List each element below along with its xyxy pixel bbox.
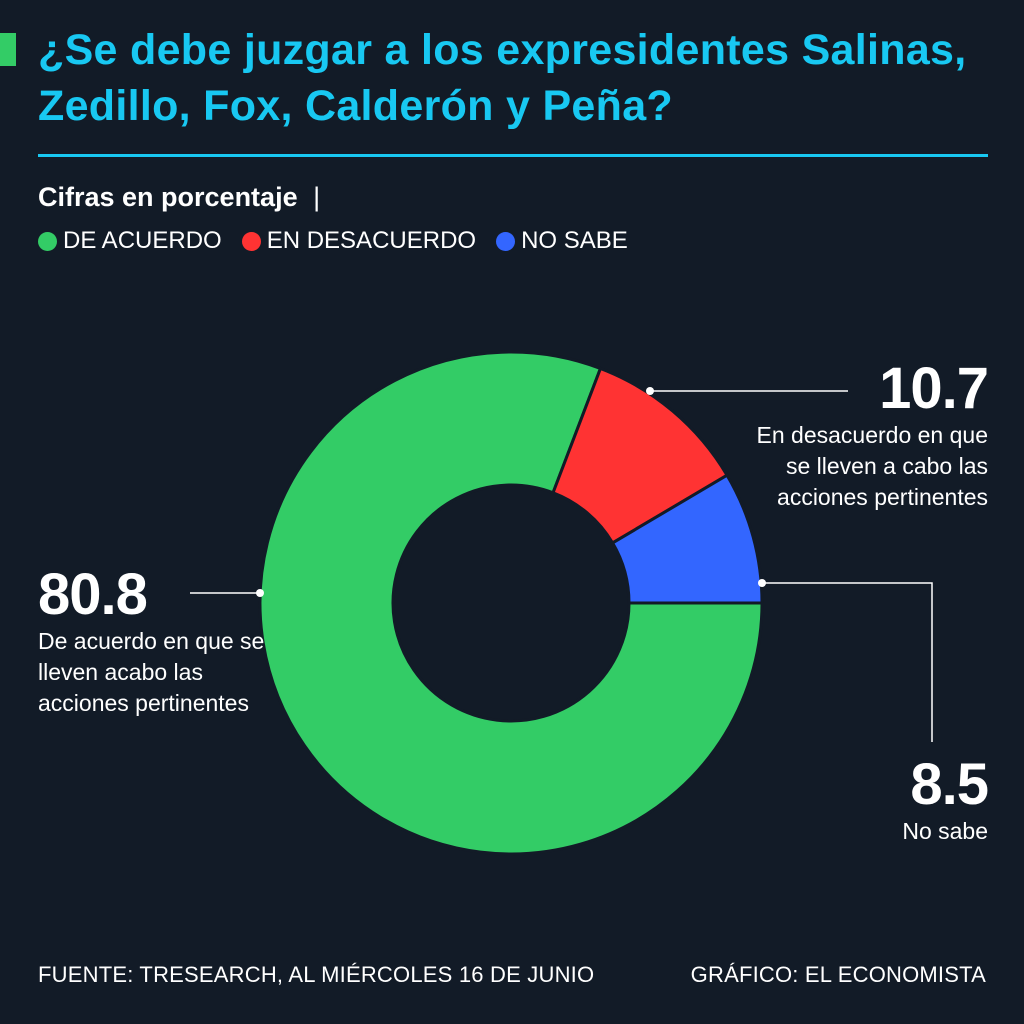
- subtitle-text: Cifras en porcentaje: [38, 182, 298, 212]
- legend-swatch-nosabe: [496, 231, 516, 251]
- legend-item-agree: DE ACUERDO: [38, 227, 222, 255]
- legend-label-nosabe: NO SABE: [521, 227, 628, 254]
- callout-nosabe: 8.5 No sabe: [800, 752, 989, 847]
- desc-label-agree: De acuerdo en que se lleven acabo las ac…: [38, 628, 265, 716]
- leader-dot-disagree: [646, 387, 654, 395]
- value-label-agree: 80.8: [38, 562, 148, 627]
- donut-slice-nosabe: [610, 473, 764, 605]
- callout-leader-lines: [190, 387, 933, 742]
- legend-swatch-agree: [38, 231, 57, 251]
- desc-label-nosabe: No sabe: [902, 818, 988, 844]
- leader-line-nosabe: [762, 582, 933, 742]
- title-divider: [38, 154, 988, 157]
- leader-dot-agree: [256, 589, 264, 597]
- value-label-disagree: 10.7: [879, 356, 989, 421]
- desc-label-disagree: En desacuerdo en que se lleven a cabo la…: [756, 422, 988, 510]
- footer-credit: GRÁFICO: EL ECONOMISTA: [690, 962, 986, 987]
- donut-slice-agree: [258, 350, 764, 856]
- subtitle-separator: |: [313, 182, 321, 212]
- legend-item-disagree: EN DESACUERDO: [241, 227, 477, 255]
- legend-swatch-disagree: [241, 231, 261, 251]
- value-label-nosabe: 8.5: [910, 752, 989, 817]
- donut-slices: [258, 350, 764, 856]
- title-accent-bar: [0, 33, 16, 66]
- legend-item-nosabe: NO SABE: [496, 227, 628, 255]
- footer-source: FUENTE: TRESEARCH, AL MIÉRCOLES 16 DE JU…: [38, 962, 595, 987]
- legend-label-agree: DE ACUERDO: [63, 227, 222, 254]
- legend: DE ACUERDO EN DESACUERDO NO SABE: [38, 227, 648, 255]
- callout-agree: 80.8 De acuerdo en que se lleven acabo l…: [38, 564, 298, 719]
- leader-dot-nosabe: [758, 579, 766, 587]
- legend-label-disagree: EN DESACUERDO: [266, 227, 477, 254]
- callout-disagree: 10.7 En desacuerdo en que se lleven a ca…: [740, 356, 989, 513]
- chart-subtitle: Cifras en porcentaje |: [38, 182, 320, 213]
- chart-title: ¿Se debe juzgar a los expresidentes Sali…: [38, 26, 967, 130]
